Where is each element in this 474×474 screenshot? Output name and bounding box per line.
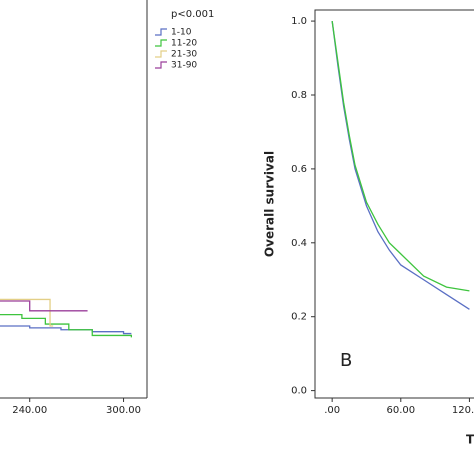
legend-label: 21-30: [171, 50, 197, 60]
survival-curve: [0, 300, 88, 312]
legend-swatch: [155, 28, 167, 36]
x-tick-label: 60.00: [386, 405, 415, 416]
y-tick-label: 1.0: [291, 16, 307, 27]
legend-swatch: [155, 39, 167, 47]
y-axis-label: Overall survival: [263, 151, 277, 257]
x-tick-label: 120.00: [452, 405, 474, 416]
x-axis-label: T: [466, 433, 474, 447]
y-tick-label: 0.8: [291, 90, 307, 101]
legend-swatch: [155, 50, 167, 58]
y-tick-label: 0.0: [291, 386, 307, 397]
legend-label: 31-90: [171, 61, 197, 71]
plot-frame: [314, 9, 474, 399]
x-tick-label: 300.00: [106, 405, 141, 416]
y-tick-label: 0.6: [291, 164, 307, 175]
legend-label: 11-20: [171, 39, 197, 49]
x-tick-label: 240.00: [12, 405, 47, 416]
plot-area: [331, 20, 470, 310]
x-tick-label: .00: [324, 405, 340, 416]
survival-curve: [0, 325, 132, 335]
survival-curve: [0, 298, 54, 327]
survival-curve: [331, 20, 470, 292]
y-tick-label: 0.4: [291, 238, 307, 249]
plot-area: [0, 298, 133, 338]
survival-curve: [0, 313, 133, 338]
y-tick-label: 0.2: [291, 312, 307, 323]
legend-swatch: [155, 61, 167, 69]
legend-label: 1-10: [171, 28, 192, 38]
panel-label: B: [340, 350, 352, 371]
survival-curve: [331, 21, 470, 310]
legend-title: p<0.001: [171, 9, 214, 20]
